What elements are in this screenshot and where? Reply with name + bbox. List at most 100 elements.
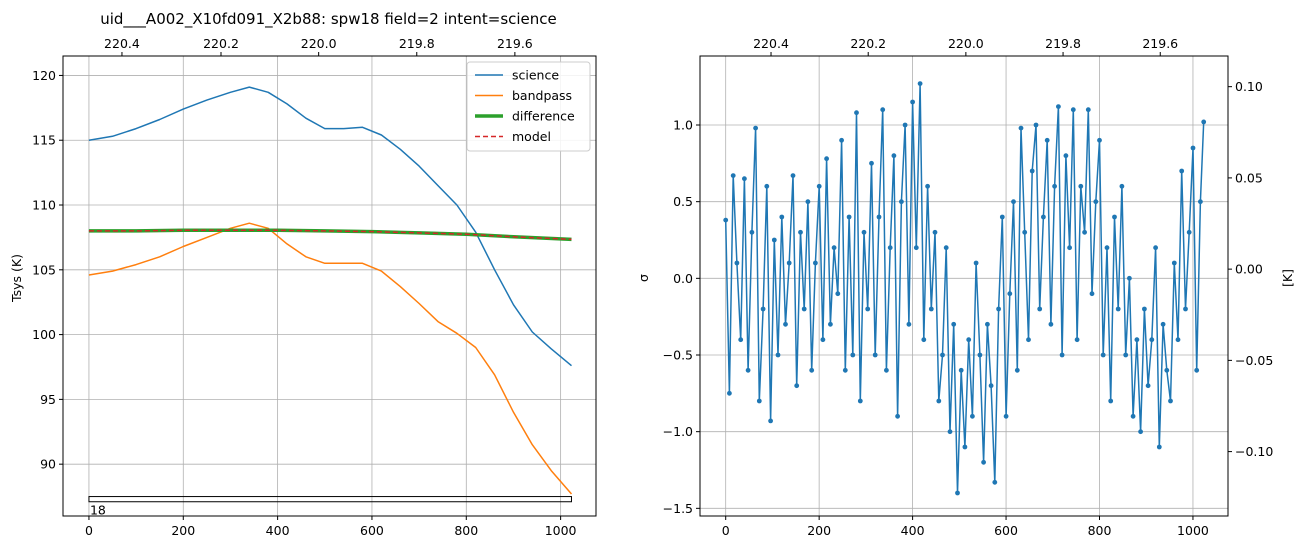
data-point	[805, 199, 811, 205]
data-point	[917, 81, 923, 86]
y-tick-label: 95	[40, 392, 56, 407]
data-point	[1007, 291, 1013, 297]
y-tick-label: 105	[32, 262, 56, 277]
top-tick-label: 220.4	[753, 36, 789, 51]
data-point	[1022, 229, 1028, 235]
data-point	[1130, 413, 1136, 419]
data-point	[1044, 137, 1050, 143]
axes-frame	[62, 55, 597, 517]
right-axis-label: [K]	[1280, 269, 1295, 287]
y-tick-label: 115	[32, 133, 56, 148]
x-tick-label: 0	[722, 523, 730, 538]
data-point	[891, 153, 897, 159]
data-point	[865, 306, 871, 312]
y-tick-label: −1.5	[663, 501, 693, 516]
data-point	[1104, 245, 1110, 251]
y-axis-label: σ	[636, 274, 651, 282]
data-point	[846, 214, 852, 220]
y-tick-label: −0.5	[663, 348, 693, 363]
data-point	[1134, 337, 1140, 343]
legend-label-science: science	[512, 68, 559, 83]
y-tick-label: 90	[40, 457, 56, 472]
data-point	[1127, 275, 1132, 281]
data-point	[1183, 306, 1188, 312]
data-point	[1190, 145, 1196, 151]
data-point	[872, 352, 878, 358]
data-point	[906, 321, 912, 327]
data-point	[1014, 367, 1020, 373]
legend-label-difference: difference	[512, 109, 575, 124]
data-point	[940, 352, 945, 358]
data-point	[1082, 229, 1087, 235]
data-point	[1119, 183, 1125, 189]
data-point	[854, 110, 859, 116]
data-point	[727, 390, 732, 396]
chart-title: uid___A002_X10fd091_X2b88: spw18 field=2…	[100, 10, 557, 29]
data-point	[1033, 122, 1039, 128]
data-point	[1070, 107, 1076, 113]
top-tick-label: 219.8	[399, 36, 435, 51]
data-point	[861, 229, 867, 235]
data-point	[786, 260, 792, 266]
right-tick-label: −0.05	[1235, 353, 1273, 368]
data-point	[1194, 367, 1200, 373]
data-point	[775, 352, 781, 358]
y-tick-label: 1.0	[673, 118, 693, 133]
right-tick-label: −0.10	[1235, 444, 1273, 459]
series-line-bandpass	[88, 222, 573, 495]
x-tick-label: 400	[901, 523, 925, 538]
data-point	[1112, 214, 1117, 220]
data-point	[1041, 214, 1046, 220]
data-point	[955, 490, 960, 496]
data-point	[1168, 398, 1173, 404]
data-point	[1018, 125, 1024, 131]
right-tick-label: 0.10	[1235, 79, 1263, 94]
plot-area	[723, 81, 1207, 496]
data-point	[831, 245, 837, 251]
data-point	[1100, 352, 1106, 358]
data-point	[753, 125, 758, 131]
data-point	[842, 367, 848, 373]
data-point	[1156, 444, 1162, 450]
data-point	[884, 367, 889, 373]
x-tick-label: 0	[85, 523, 93, 538]
data-point	[1056, 104, 1061, 109]
y-axis-label: Tsys (K)	[9, 254, 24, 303]
data-point	[835, 291, 841, 297]
data-point	[824, 156, 829, 162]
data-point	[1186, 229, 1192, 235]
data-point	[1037, 306, 1043, 312]
axes-frame	[699, 55, 1229, 517]
right-panel: 0 200 400 600 800 1000 −1.5 −1.0 −0.5 0.0 0.5 1.0 22…	[636, 36, 1295, 538]
y-tick-label: 100	[32, 327, 56, 342]
data-point	[1029, 168, 1035, 174]
data-point	[1138, 429, 1143, 435]
data-point	[1115, 306, 1121, 312]
data-point	[1074, 337, 1080, 343]
data-point	[966, 337, 972, 343]
data-point	[745, 367, 751, 373]
data-point	[943, 245, 949, 251]
data-point	[1052, 183, 1057, 189]
data-point	[1160, 321, 1166, 327]
data-point	[973, 260, 979, 266]
data-point	[1078, 183, 1084, 189]
x-tick-label: 200	[807, 523, 831, 538]
data-point	[988, 383, 994, 389]
x-tick-label: 1000	[545, 523, 577, 538]
x-tick-label: 600	[360, 523, 384, 538]
data-point	[985, 321, 990, 327]
data-point	[928, 306, 934, 312]
data-point	[981, 459, 986, 465]
data-point	[1108, 398, 1114, 404]
data-point	[910, 99, 915, 105]
data-point	[768, 418, 773, 424]
data-point	[1153, 245, 1158, 251]
top-tick-label: 220.0	[301, 36, 337, 51]
data-point	[723, 217, 729, 223]
data-point	[771, 237, 777, 243]
data-point	[1145, 383, 1151, 389]
data-point	[1089, 291, 1095, 297]
data-point	[925, 183, 930, 189]
data-point	[947, 429, 953, 435]
